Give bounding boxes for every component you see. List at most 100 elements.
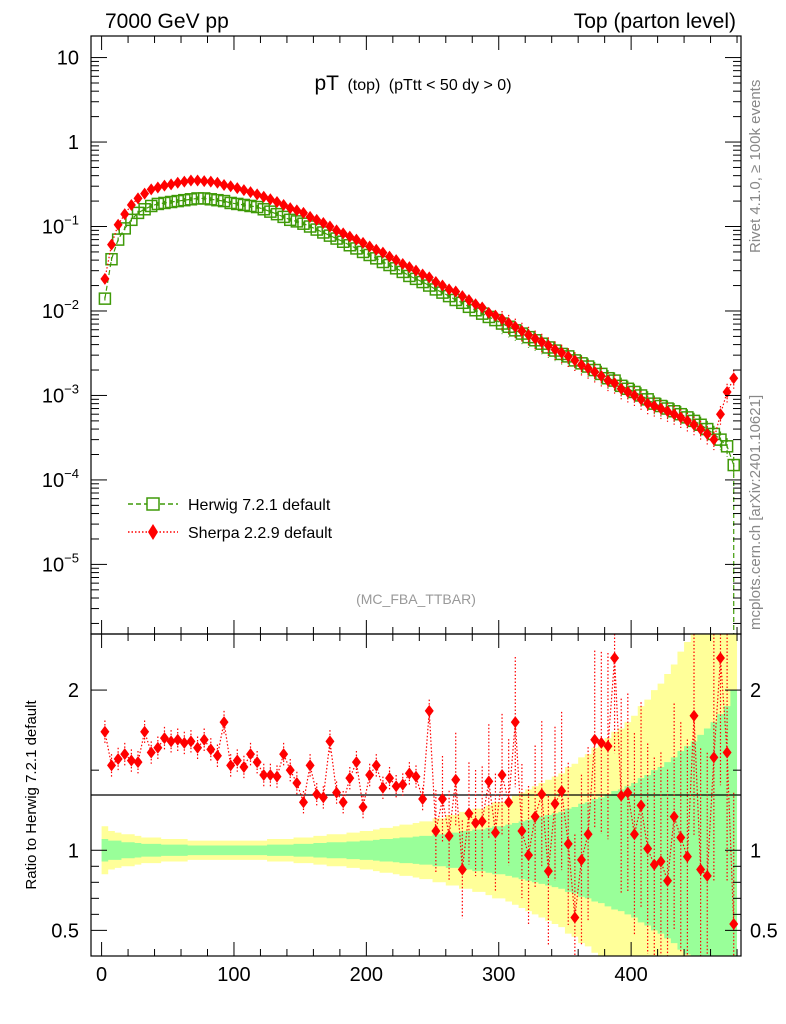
ratio-point [351,756,361,769]
ratio-point [212,749,222,762]
sherpa-point [398,257,408,270]
ratio-ytick-label-right-2: 0.5 [750,920,778,942]
ratio-point [689,709,699,722]
ratio-panel: 2 2 1 1 0.5 0.5 0 100 200 300 400 Ratio to Herwig … [23,633,778,986]
ratio-point [663,874,673,887]
herwig-point [105,252,118,266]
ratio-point [451,773,461,786]
ratio-ytick-label-right-1: 1 [750,840,761,862]
sherpa-point [682,414,692,427]
sherpa-point [610,377,620,390]
sherpa-point [358,236,368,249]
ratio-point [206,743,216,756]
sherpa-point [431,276,441,289]
sherpa-point [351,233,361,246]
herwig-point [231,197,244,211]
sherpa-point [404,261,414,274]
sherpa-point [596,369,606,382]
sherpa-point [471,298,481,311]
sherpa-point [166,178,176,191]
herwig-point [111,233,125,246]
sherpa-point [563,350,573,363]
sherpa-point [126,198,136,211]
main-ytick-label-5: 10−4 [42,466,79,492]
ratio-point [193,741,203,754]
ratio-point [173,733,183,746]
herwig-point [98,292,112,305]
ratio-point [517,825,527,838]
main-frame [90,35,742,635]
xtick-label-3: 300 [482,964,515,986]
ratio-point [444,829,454,842]
ratio-axis-ticks: 2 2 1 1 0.5 0.5 0 100 200 300 400 [51,634,778,986]
sherpa-point [649,400,659,413]
main-axis-ticks: 10 1 10−1 10−2 10−3 10−4 10−5 [42,36,741,634]
sherpa-point [517,324,527,337]
sherpa-point [120,208,130,221]
ratio-point [629,828,639,841]
sherpa-point [140,187,150,200]
sherpa-point [490,309,500,322]
legend-sherpa-marker [148,524,158,540]
sherpa-point [689,418,699,431]
ratio-point [656,855,666,868]
ratio-point [576,853,586,866]
ratio-point [490,826,500,839]
ratio-point [166,735,176,748]
sherpa-point [186,174,196,187]
ratio-point [133,756,143,769]
ratio-point [636,799,646,812]
ratio-point [557,784,567,797]
ratio-ytick-label-0: 2 [68,680,79,702]
sherpa-point [279,198,289,211]
sherpa-point [146,183,156,196]
sherpa-point [265,193,275,206]
main-panel: 10 1 10−1 10−2 10−3 10−4 10−5 pT (top) (pTtt <… [42,35,742,635]
sherpa-point [497,313,507,326]
herwig-point [244,199,257,213]
sherpa-point [504,317,514,330]
ratio-point [345,772,355,785]
herwig-point [191,192,204,205]
xtick-label-1: 100 [217,964,250,986]
xtick-label-0: 0 [96,964,107,986]
ratio-point [107,759,117,772]
ratio-point [431,825,441,838]
ratio-point [497,768,507,781]
sherpa-point [159,179,169,192]
sherpa-point [318,217,328,230]
ratio-point [232,754,242,767]
sherpa-point [107,238,117,251]
sherpa-point [557,346,567,359]
ratio-point [623,786,633,799]
herwig-point [250,200,264,214]
ratio-point [199,733,209,746]
ratio-point [153,741,163,754]
ratio-point [583,828,593,841]
sherpa-point [543,339,553,352]
ratio-line [104,657,735,924]
ratio-ylabel: Ratio to Herwig 7.2.1 default [23,700,40,890]
ratio-point [616,789,626,802]
sherpa-point [325,220,335,233]
ratio-point [146,746,156,759]
herwig-point [171,194,184,208]
ratio-point [219,716,229,729]
sherpa-point [385,250,395,263]
ratio-point [305,759,315,772]
herwig-point [224,196,237,210]
rivet-label: Rivet 4.1.0, ≥ 100k events [747,80,764,253]
ratio-point [709,751,719,764]
sherpa-point [550,343,560,356]
ratio-point [537,788,547,801]
ratio-point [596,736,606,749]
sherpa-point [590,365,600,378]
herwig-point [277,210,290,224]
ratio-point [285,764,295,777]
sherpa-point [411,264,421,277]
main-ytick-label-6: 10−5 [42,550,79,576]
ratio-point [325,735,335,748]
sherpa-point [623,385,633,398]
analysis-label: (MC_FBA_TTBAR) [356,591,476,607]
sherpa-point [232,182,242,195]
